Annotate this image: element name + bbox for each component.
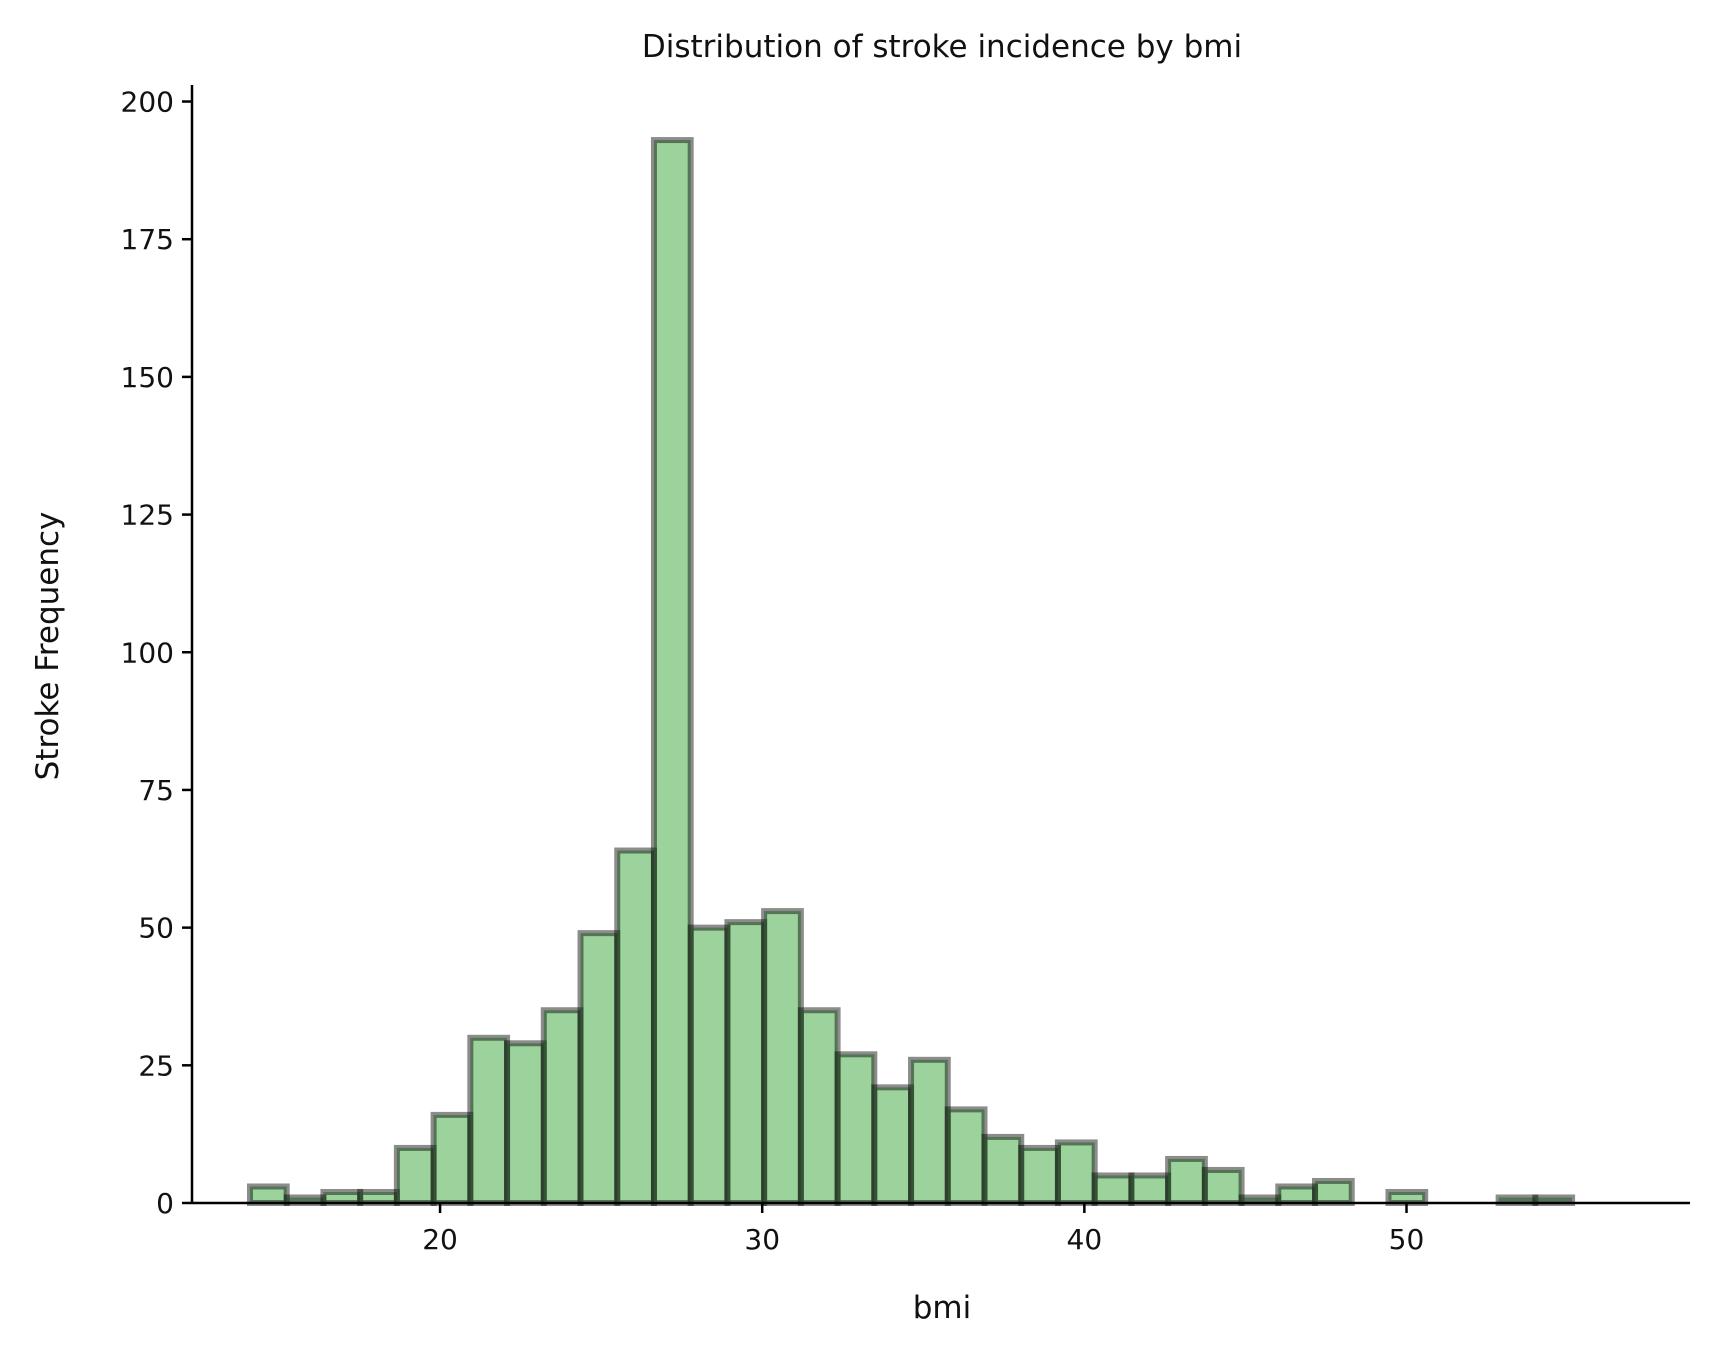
histogram-bars xyxy=(246,137,1576,1207)
histogram-bar xyxy=(246,1183,290,1206)
y-tick-label: 0 xyxy=(156,1187,174,1220)
histogram-bar xyxy=(797,1007,841,1207)
y-axis-title: Stroke Frequency xyxy=(30,512,66,781)
histogram-bar xyxy=(1128,1172,1172,1206)
histogram-bar xyxy=(1165,1155,1208,1207)
x-tick-label: 50 xyxy=(1389,1223,1425,1256)
histogram-bar xyxy=(650,137,694,1207)
histogram-bar xyxy=(467,1034,511,1206)
y-tick-label: 25 xyxy=(138,1049,174,1082)
x-tick-label: 20 xyxy=(422,1223,458,1256)
histogram-bar xyxy=(430,1111,474,1206)
y-tick-label: 75 xyxy=(138,774,174,807)
histogram-bar xyxy=(871,1084,915,1207)
y-tick-label: 175 xyxy=(121,223,174,256)
histogram-bar xyxy=(1385,1188,1429,1207)
y-tick-label: 150 xyxy=(121,361,174,394)
histogram-bar xyxy=(834,1051,878,1207)
histogram-bar xyxy=(540,1007,584,1207)
y-tick-label: 125 xyxy=(121,499,174,532)
histogram-bar xyxy=(981,1133,1025,1207)
histogram-bar xyxy=(1312,1177,1355,1207)
histogram-bar xyxy=(577,930,621,1206)
chart-title: Distribution of stroke incidence by bmi xyxy=(642,29,1242,65)
y-axis: 0 25 50 75 100 125 150 175 200 xyxy=(121,85,194,1220)
histogram-bar xyxy=(1054,1139,1098,1206)
x-tick-label: 30 xyxy=(744,1223,780,1256)
histogram-bar xyxy=(504,1040,547,1207)
histogram-bar xyxy=(1201,1166,1245,1207)
x-axis: 20 30 40 50 xyxy=(192,1201,1690,1256)
histogram-bar xyxy=(687,924,731,1206)
histogram-bar xyxy=(357,1188,400,1207)
histogram-bar xyxy=(393,1144,437,1207)
histogram-bar xyxy=(761,908,804,1207)
histogram-bar xyxy=(1091,1172,1135,1206)
x-tick-label: 40 xyxy=(1067,1223,1103,1256)
histogram-bar xyxy=(908,1056,951,1206)
histogram-bar xyxy=(1018,1144,1061,1207)
histogram-bar xyxy=(1275,1183,1319,1206)
histogram-bar xyxy=(724,919,768,1207)
x-axis-title: bmi xyxy=(913,1290,972,1326)
y-tick-label: 100 xyxy=(121,636,174,669)
y-tick-label: 200 xyxy=(121,86,174,119)
histogram-bar xyxy=(614,847,657,1206)
histogram-bar xyxy=(944,1106,988,1207)
histogram-bar xyxy=(320,1188,364,1207)
y-tick-label: 50 xyxy=(138,912,174,945)
